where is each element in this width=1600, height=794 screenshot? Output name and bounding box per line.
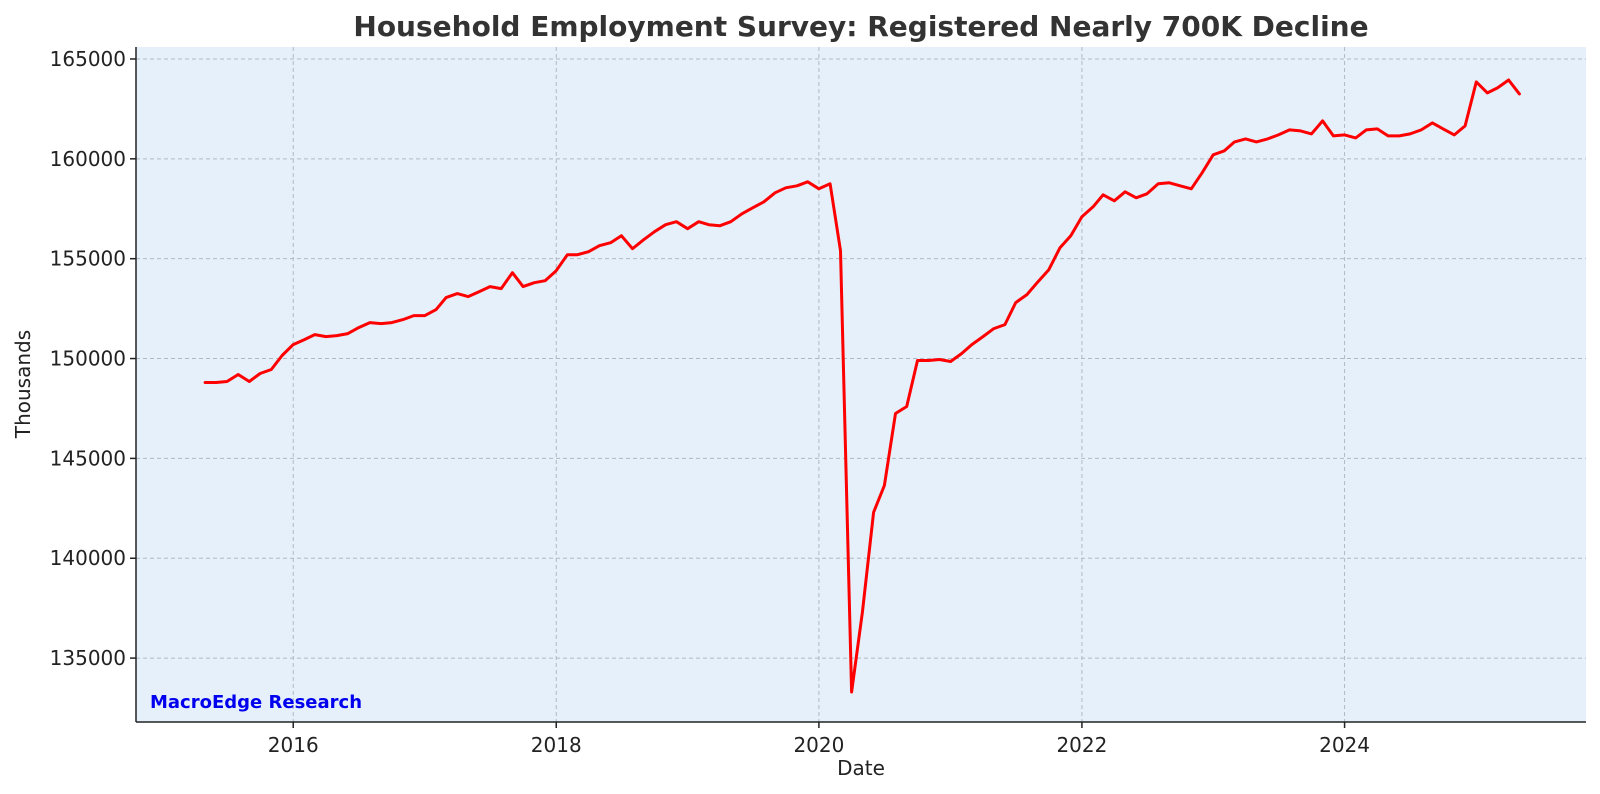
- x-tick-label: 2020: [793, 733, 844, 757]
- y-tick-label: 155000: [50, 247, 126, 271]
- y-tick-label: 165000: [50, 47, 126, 71]
- chart-title: Household Employment Survey: Registered …: [353, 10, 1368, 43]
- y-axis-ticks: 135000 140000 145000 150000 155000 160000 1650…: [50, 47, 136, 670]
- y-tick-label: 145000: [50, 446, 126, 470]
- grid: [136, 47, 1586, 722]
- series-line: [203, 78, 1521, 694]
- x-tick-label: 2024: [1319, 733, 1370, 757]
- x-axis-label: Date: [837, 756, 885, 780]
- x-axis-ticks: 2016 2018 2020 2022 2024: [268, 722, 1370, 757]
- y-axis-label: Thousands: [11, 330, 35, 439]
- x-tick-label: 2022: [1056, 733, 1107, 757]
- y-tick-label: 135000: [50, 646, 126, 670]
- x-tick-label: 2016: [268, 733, 319, 757]
- y-tick-label: 160000: [50, 147, 126, 171]
- y-tick-label: 140000: [50, 546, 126, 570]
- x-tick-label: 2018: [531, 733, 582, 757]
- y-tick-label: 150000: [50, 347, 126, 371]
- watermark-annotation: MacroEdge Research: [150, 692, 362, 713]
